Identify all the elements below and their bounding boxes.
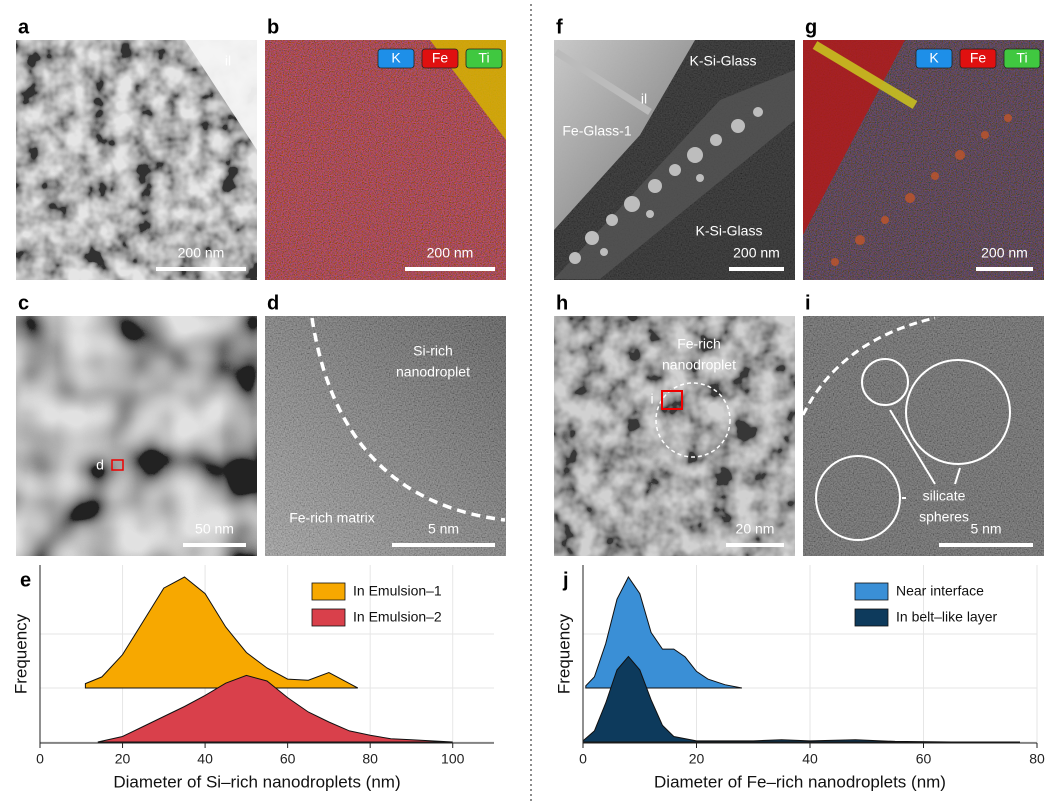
density-ridge xyxy=(582,655,1020,743)
x-tick-label: 0 xyxy=(579,751,587,767)
panel-label: f xyxy=(556,16,563,38)
panel-label: i xyxy=(805,292,811,314)
channel-label: K xyxy=(929,50,939,66)
legend-swatch xyxy=(854,582,889,601)
scale-bar-label: 200 nm xyxy=(981,245,1028,261)
channel-label: Fe xyxy=(432,50,449,66)
channel-label: K xyxy=(391,50,401,66)
annotation: d xyxy=(96,457,104,473)
x-tick-label: 40 xyxy=(197,751,213,767)
droplets xyxy=(569,107,763,264)
annotation: Fe-rich matrix xyxy=(289,510,375,526)
legend-label: Near interface xyxy=(896,583,984,599)
panel-label: a xyxy=(18,16,30,38)
texture xyxy=(554,316,795,556)
annotation: K-Si-Glass xyxy=(690,53,757,69)
micrographs xyxy=(16,40,1044,556)
sphere-outlines xyxy=(815,358,1011,541)
region-box xyxy=(661,390,683,410)
x-tick-label: 60 xyxy=(280,751,296,767)
channel-label: Ti xyxy=(478,50,489,66)
panel-label: e xyxy=(20,569,31,591)
channel-chip xyxy=(377,48,415,69)
x-tick-label: 40 xyxy=(802,751,818,767)
panel-label: g xyxy=(805,16,817,38)
annotation: silicate xyxy=(923,488,966,504)
channel-chip xyxy=(1003,48,1041,69)
annotation: nanodroplet xyxy=(662,357,736,373)
droplet-outline xyxy=(655,382,731,458)
x-axis-label: Diameter of Fe–rich nanodroplets (nm) xyxy=(654,772,946,791)
legend-swatch xyxy=(311,608,346,627)
scale-bar-label: 200 nm xyxy=(427,245,474,261)
glass-region xyxy=(554,40,695,230)
legend-label: In Emulsion–1 xyxy=(353,583,442,599)
legend-label: In belt–like layer xyxy=(896,609,998,625)
scale-bar-label: 5 nm xyxy=(970,521,1001,537)
panel-label: c xyxy=(18,292,29,314)
x-axis-label: Diameter of Si–rich nanodroplets (nm) xyxy=(113,772,400,791)
legend-swatch xyxy=(854,608,889,627)
x-tick-label: 0 xyxy=(36,751,44,767)
channel-label: Fe xyxy=(970,50,987,66)
channel-label: Ti xyxy=(1016,50,1027,66)
density-ridge xyxy=(97,674,453,743)
annotation: spheres xyxy=(919,509,969,525)
texture xyxy=(16,316,257,556)
x-tick-label: 80 xyxy=(362,751,378,767)
annotation: Fe-rich xyxy=(677,336,721,352)
y-axis-label: Frequency xyxy=(554,613,573,694)
fe-droplets xyxy=(831,114,1012,266)
interface-layer xyxy=(185,40,257,150)
annotation: il xyxy=(641,91,647,107)
channel-chip xyxy=(959,48,997,69)
x-tick-label: 20 xyxy=(115,751,131,767)
channel-chip xyxy=(421,48,459,69)
boundary xyxy=(310,317,506,522)
annotation: il xyxy=(225,53,231,69)
x-tick-label: 20 xyxy=(689,751,705,767)
y-axis-label: Frequency xyxy=(11,613,30,694)
annotation: nanodroplet xyxy=(396,364,470,380)
panel-label: j xyxy=(562,569,569,591)
annotation: Si-rich xyxy=(413,343,453,359)
x-tick-label: 100 xyxy=(441,751,465,767)
boundary xyxy=(801,316,936,416)
annotation: Fe-Glass-1 xyxy=(562,123,631,139)
scale-bar-label: 50 nm xyxy=(195,521,234,537)
panel-label: b xyxy=(267,16,279,38)
density-ridge xyxy=(84,576,359,689)
x-tick-label: 80 xyxy=(1029,751,1045,767)
scale-bar-label: 200 nm xyxy=(178,245,225,261)
x-tick-label: 60 xyxy=(916,751,932,767)
scale-bar-label: 5 nm xyxy=(428,521,459,537)
scale-bar-label: 200 nm xyxy=(733,245,780,261)
channel-chip xyxy=(915,48,953,69)
panel-label: h xyxy=(556,292,568,314)
ti-streak xyxy=(812,41,918,109)
legend-label: In Emulsion–2 xyxy=(353,609,442,625)
region-box xyxy=(111,459,124,471)
annotation: i xyxy=(650,391,653,407)
texture xyxy=(265,316,506,556)
image-details xyxy=(111,40,1012,541)
legend-swatch xyxy=(311,582,346,601)
panel-label: d xyxy=(267,292,279,314)
scale-bar-label: 20 nm xyxy=(736,521,775,537)
interface-needle xyxy=(554,49,652,115)
annotation: K-Si-Glass xyxy=(696,223,763,239)
channel-chip xyxy=(465,48,503,69)
